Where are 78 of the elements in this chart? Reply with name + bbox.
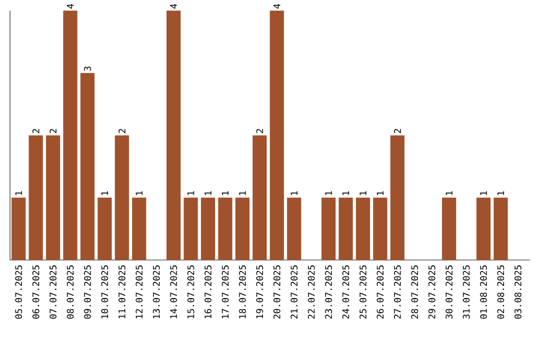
x-tick-label: 30.07.2025 (446, 265, 452, 319)
data-label: 1 (204, 191, 212, 195)
data-label: 1 (222, 191, 229, 195)
data-label: 1 (342, 191, 350, 195)
bar (98, 198, 112, 260)
bar (184, 198, 198, 260)
x-tick-label: 20.07.2025 (273, 265, 280, 319)
bar (373, 198, 388, 260)
data-label: 4 (274, 4, 280, 9)
bar (252, 135, 267, 260)
bar (166, 10, 181, 260)
x-tick-label: 25.07.2025 (360, 265, 366, 319)
data-label: 2 (256, 129, 264, 134)
bar (356, 198, 370, 260)
bar (200, 198, 216, 260)
bar (218, 198, 232, 260)
bar (63, 10, 78, 260)
bar (338, 198, 353, 260)
x-tick-label: 01.08.2025 (480, 265, 487, 319)
data-label: 1 (360, 191, 366, 195)
x-tick-label: 19.07.2025 (256, 265, 264, 318)
x-tick-label: 18.07.2025 (239, 265, 246, 318)
data-label: 1 (325, 191, 332, 195)
data-label: 4 (170, 4, 177, 9)
x-tick-label: 13.07.2025 (152, 265, 160, 318)
data-label: 1 (187, 191, 194, 195)
data-label: 3 (84, 66, 91, 71)
bar (270, 10, 284, 260)
bar (321, 198, 336, 260)
bar (46, 135, 60, 260)
bar (28, 135, 43, 260)
x-tick-label: 12.07.2025 (136, 265, 143, 318)
bar (390, 135, 404, 260)
x-tick-label: 17.07.2025 (222, 265, 229, 318)
x-tick-label: 16.07.2025 (204, 265, 212, 318)
bar (494, 198, 508, 260)
x-tick-label: 27.07.2025 (394, 265, 401, 319)
x-tick-label: 29.07.2025 (428, 265, 436, 319)
x-tick-label: 22.07.2025 (308, 265, 315, 319)
x-tick-label: 23.07.2025 (325, 265, 332, 319)
bar (287, 198, 302, 260)
x-tick-label: 02.08.2025 (497, 265, 504, 319)
bar (476, 198, 491, 260)
data-label: 1 (15, 191, 22, 195)
bar (12, 198, 26, 260)
x-tick-label: 06.07.2025 (32, 265, 40, 319)
x-tick-label: 26.07.2025 (376, 265, 384, 319)
x-tick-label: 24.07.2025 (342, 265, 350, 319)
x-tick-label: 09.07.2025 (84, 265, 91, 319)
data-label: 1 (376, 191, 384, 195)
bar (442, 198, 456, 260)
x-tick-label: 05.07.2025 (15, 265, 22, 319)
x-tick-label: 15.07.2025 (187, 265, 194, 318)
data-label: 4 (66, 4, 74, 9)
data-label: 2 (32, 129, 40, 134)
data-label: 2 (118, 129, 126, 134)
data-label: 1 (480, 191, 487, 195)
x-tick-label: 21.07.2025 (290, 265, 298, 319)
data-label: 1 (290, 191, 298, 195)
x-tick-label: 31.07.2025 (462, 265, 470, 319)
data-label: 1 (497, 191, 504, 195)
data-label: 1 (136, 191, 142, 195)
bar (132, 198, 146, 260)
data-label: 1 (239, 191, 246, 195)
data-label: 1 (101, 191, 108, 195)
bar (80, 73, 95, 260)
x-tick-label: 10.07.2025 (101, 265, 108, 318)
bar (235, 198, 250, 260)
x-tick-label: 28.07.2025 (411, 265, 418, 319)
data-label: 1 (446, 191, 452, 195)
bar (114, 135, 129, 260)
x-tick-label: 07.07.2025 (50, 265, 56, 319)
x-tick-label: 11.07.2025 (118, 265, 126, 318)
data-label: 2 (394, 129, 401, 134)
data-label: 2 (50, 129, 56, 134)
x-tick-label: 08.07.2025 (66, 265, 74, 319)
x-tick-label: 03.08.2025 (514, 265, 522, 319)
x-tick-label: 14.07.2025 (170, 265, 178, 318)
